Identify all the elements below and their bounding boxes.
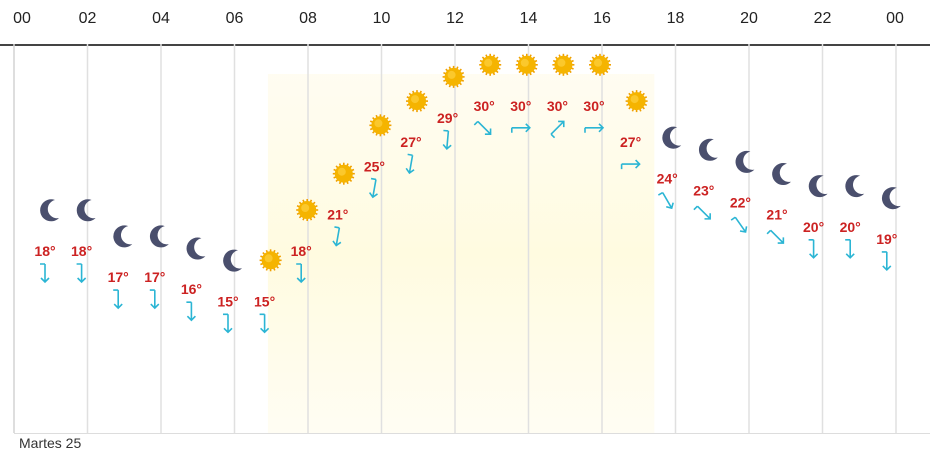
day-label: Martes 25 (19, 435, 82, 451)
hour-tick-label: 20 (740, 10, 758, 27)
wind-arrow (845, 239, 855, 259)
wind-arrow (657, 191, 674, 210)
wind-arrow (620, 159, 641, 170)
temperature-label: 21° (327, 207, 348, 223)
temperature-label: 18° (291, 243, 312, 259)
moon-icon (186, 237, 206, 260)
temperature-label: 27° (400, 134, 421, 150)
wind-arrow (186, 301, 196, 322)
sun-icon (259, 249, 282, 272)
sun-icon (369, 114, 392, 137)
temperature-label: 30° (547, 98, 568, 114)
moon-icon (772, 163, 791, 186)
sun-icon (552, 53, 575, 76)
sun-icon (406, 90, 428, 113)
wind-arrow (76, 263, 87, 284)
sun-icon (589, 53, 611, 76)
wind-arrow (259, 313, 270, 334)
hour-tick-label: 14 (519, 10, 538, 27)
wind-arrow (510, 123, 531, 133)
sun-icon (479, 53, 502, 76)
hour-tick-label: 12 (446, 10, 464, 27)
wind-arrow (223, 313, 233, 334)
temperature-label: 16° (181, 281, 202, 297)
hour-tick-label: 22 (813, 10, 832, 27)
hour-tick-label: 04 (152, 10, 170, 27)
temperature-label: 18° (71, 243, 92, 259)
moon-icon (808, 175, 828, 198)
hour-tick-label: 02 (78, 10, 97, 27)
temperature-label: 17° (108, 269, 129, 285)
temperature-label: 19° (876, 231, 897, 247)
wind-arrow (881, 251, 892, 272)
sun-icon (296, 199, 319, 221)
hour-tick-label: 00 (886, 10, 904, 27)
temperature-label: 25° (364, 158, 385, 174)
sun-icon (442, 65, 465, 88)
temperature-label: 30° (474, 98, 495, 114)
temperature-label: 29° (437, 110, 458, 126)
temperature-label: 30° (510, 98, 531, 114)
wind-arrow (368, 177, 378, 199)
wind-arrow (730, 216, 748, 233)
wind-arrow (808, 239, 819, 259)
moon-icon (40, 199, 59, 222)
daylight-band (267, 74, 655, 433)
sun-icon (515, 53, 538, 76)
temperature-label: 22° (730, 195, 751, 211)
wind-arrow (113, 289, 123, 310)
temperature-label: 20° (840, 219, 861, 235)
hour-tick-label: 16 (593, 10, 611, 27)
temperature-label: 21° (766, 207, 787, 223)
wind-arrow (405, 153, 415, 175)
sun-icon (625, 90, 648, 113)
moon-icon (223, 249, 242, 272)
hour-tick-label: 10 (372, 10, 391, 27)
moon-icon (662, 126, 682, 149)
moon-icon (698, 138, 718, 161)
wind-arrow (296, 263, 306, 284)
hour-tick-label: 00 (13, 10, 31, 27)
footer-divider (14, 433, 930, 434)
temperature-label: 17° (144, 269, 165, 285)
temperature-label: 27° (620, 134, 641, 150)
moon-icon (113, 225, 133, 248)
temperature-label: 15° (254, 293, 275, 309)
moon-icon (76, 199, 96, 222)
temperature-label: 30° (583, 98, 604, 114)
wind-arrow (693, 205, 711, 220)
moon-icon (845, 175, 865, 198)
wind-arrow (149, 289, 160, 310)
hour-tick-label: 18 (666, 10, 685, 27)
hour-tick-label: 08 (299, 10, 317, 27)
temperature-label: 23° (693, 183, 714, 199)
moon-icon (149, 225, 169, 248)
temperature-label: 18° (34, 243, 55, 259)
wind-arrow (766, 229, 785, 244)
wind-arrow (584, 123, 605, 133)
moon-icon (735, 150, 755, 173)
wind-arrow (40, 263, 50, 284)
wind-arrow (473, 120, 492, 135)
moon-icon (881, 187, 901, 210)
temperature-label: 24° (657, 170, 678, 186)
wind-arrow (550, 120, 565, 139)
wind-arrow (442, 129, 452, 150)
hour-tick-label: 06 (225, 10, 244, 27)
wind-arrow (332, 226, 342, 247)
temperature-label: 20° (803, 219, 824, 235)
sun-icon (332, 162, 355, 185)
hour-axis: 00 02 04 06 08 10 12 14 16 18 20 22 00 (0, 0, 930, 46)
temperature-label: 15° (217, 293, 238, 309)
